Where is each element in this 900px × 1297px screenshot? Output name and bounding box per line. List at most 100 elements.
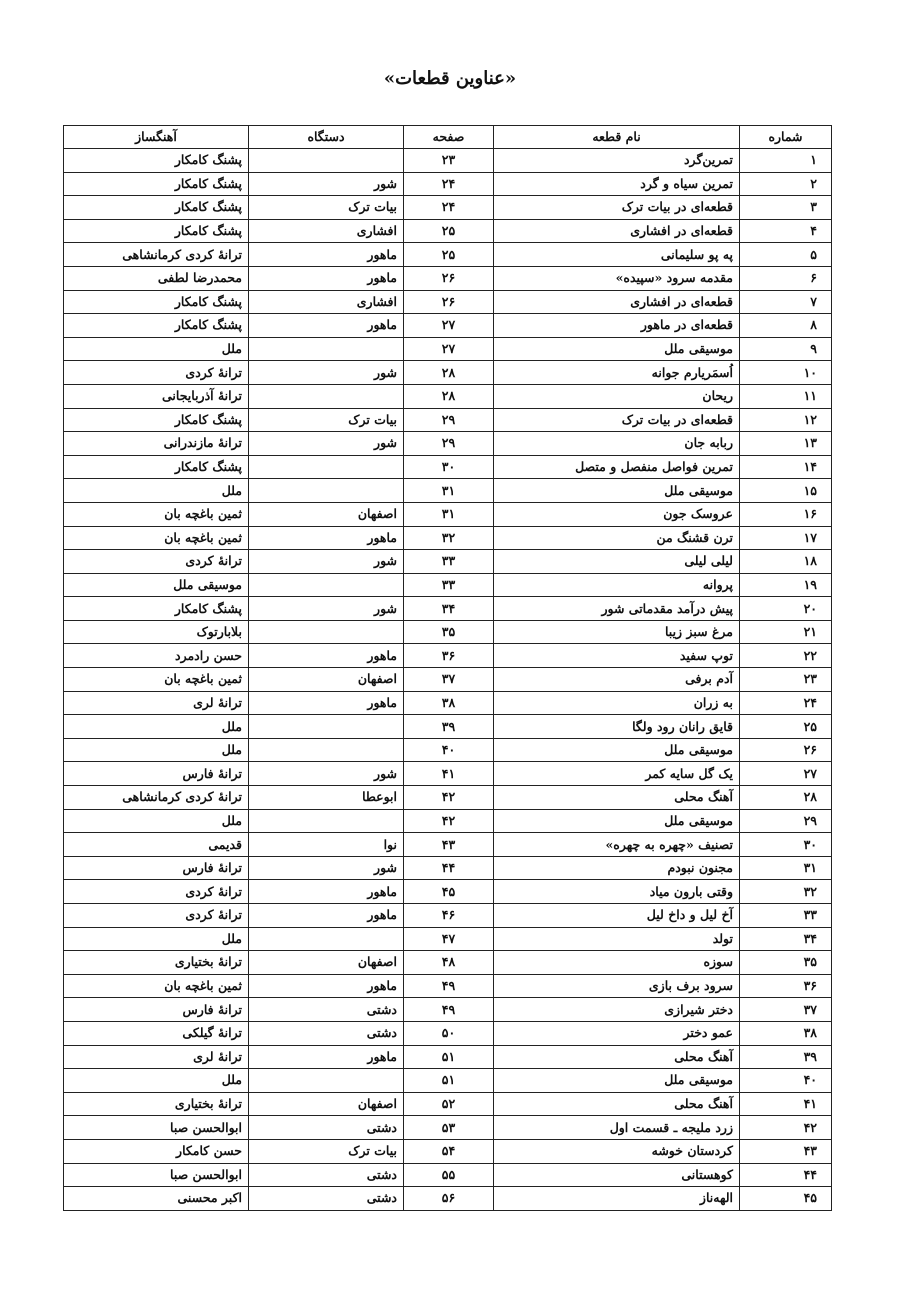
cell-num: ۲۷ bbox=[739, 761, 832, 787]
cell-num: ۳۵ bbox=[739, 950, 832, 975]
cell-page: ۳۷ bbox=[403, 667, 494, 692]
header-dastgah: دستگاه bbox=[248, 125, 404, 149]
cell-name: موسیقی ملل bbox=[493, 1068, 740, 1093]
cell-name: دختر شیرازی bbox=[493, 997, 740, 1022]
table-row: ۲ تمرین سیاه و گرد ۲۴ شور پشنگ کامکار bbox=[63, 171, 832, 197]
table-row: ۳۷ دختر شیرازی ۴۹ دشتی ترانهٔ فارس bbox=[63, 997, 832, 1022]
cell-page: ۴۱ bbox=[403, 761, 494, 787]
cell-name: آخ لیل و داخ لیل bbox=[493, 903, 740, 928]
cell-composer: پشنگ کامکار bbox=[63, 596, 249, 621]
cell-dastgah: ماهور bbox=[248, 525, 404, 551]
cell-page: ۲۷ bbox=[403, 336, 494, 362]
cell-num: ۱۹ bbox=[739, 572, 832, 598]
cell-dastgah: دشتی bbox=[248, 997, 404, 1022]
cell-name: موسیقی ملل bbox=[493, 808, 740, 834]
cell-page: ۲۸ bbox=[403, 383, 494, 409]
cell-page: ۴۸ bbox=[403, 950, 494, 975]
cell-page: ۴۶ bbox=[403, 903, 494, 928]
cell-num: ۳۱ bbox=[739, 855, 832, 881]
cell-name: موسیقی ملل bbox=[493, 336, 740, 362]
cell-num: ۳۸ bbox=[739, 1020, 832, 1046]
cell-name: الهه‌ناز bbox=[493, 1186, 740, 1211]
table-row: ۱۹ پروانه ۳۳ موسیقی ملل bbox=[63, 572, 832, 598]
cell-composer: ثمین باغچه بان bbox=[63, 667, 249, 692]
table-row: ۴۵ الهه‌ناز ۵۶ دشتی اکبر محسنی bbox=[63, 1186, 832, 1211]
cell-num: ۲۱ bbox=[739, 619, 832, 645]
table-row: ۱۴ تمرین فواصل منفصل و متصل ۳۰ پشنگ کامکار bbox=[63, 454, 832, 480]
cell-num: ۱۵ bbox=[739, 478, 832, 503]
cell-dastgah: نوا bbox=[248, 832, 404, 857]
table-row: ۲۹ موسیقی ملل ۴۲ ملل bbox=[63, 808, 832, 834]
cell-page: ۳۸ bbox=[403, 690, 494, 716]
cell-page: ۴۵ bbox=[403, 879, 494, 904]
cell-name: مرغ سبز زیبا bbox=[493, 619, 740, 645]
table-row: ۶ مقدمه سرود «سپیده» ۲۶ ماهور محمدرضا لطفی bbox=[63, 265, 832, 291]
cell-dastgah: افشاری bbox=[248, 289, 404, 315]
cell-composer: حسن کامکار bbox=[63, 1138, 249, 1164]
cell-page: ۵۶ bbox=[403, 1186, 494, 1211]
table-row: ۱۱ ریحان ۲۸ ترانهٔ آذربایجانی bbox=[63, 383, 832, 409]
cell-page: ۳۳ bbox=[403, 572, 494, 598]
cell-name: آهنگ محلی bbox=[493, 1091, 740, 1117]
table-body: ۱ تمرین‌گرد ۲۳ پشنگ کامکار ۲ تمرین سیاه و گرد… bbox=[63, 148, 832, 1211]
header-row: شماره نام قطعه صفحه دستگاه آهنگساز bbox=[63, 125, 832, 149]
cell-composer: ترانهٔ مازندرانی bbox=[63, 431, 249, 456]
cell-num: ۴۱ bbox=[739, 1091, 832, 1117]
cell-num: ۴ bbox=[739, 218, 832, 244]
cell-dastgah bbox=[248, 454, 404, 480]
cell-page: ۵۳ bbox=[403, 1115, 494, 1140]
cell-dastgah: ماهور bbox=[248, 643, 404, 669]
cell-dastgah: شور bbox=[248, 431, 404, 456]
cell-name: تولد bbox=[493, 926, 740, 952]
cell-num: ۴۳ bbox=[739, 1138, 832, 1164]
cell-num: ۱۶ bbox=[739, 501, 832, 527]
cell-num: ۵ bbox=[739, 242, 832, 267]
cell-dastgah bbox=[248, 478, 404, 503]
cell-dastgah: شور bbox=[248, 360, 404, 385]
cell-name: لیلی لیلی bbox=[493, 549, 740, 574]
cell-num: ۴۲ bbox=[739, 1115, 832, 1140]
cell-dastgah: بیات ترک bbox=[248, 1138, 404, 1164]
cell-name: موسیقی ملل bbox=[493, 737, 740, 763]
cell-dastgah: شور bbox=[248, 171, 404, 197]
cell-composer: پشنگ کامکار bbox=[63, 289, 249, 315]
cell-name: عروسک جون bbox=[493, 501, 740, 527]
cell-num: ۳۲ bbox=[739, 879, 832, 904]
cell-composer: موسیقی ملل bbox=[63, 572, 249, 598]
cell-num: ۱۱ bbox=[739, 383, 832, 409]
cell-dastgah: ماهور bbox=[248, 879, 404, 904]
cell-num: ۱۰ bbox=[739, 360, 832, 385]
table-row: ۱۵ موسیقی ملل ۳۱ ملل bbox=[63, 478, 832, 503]
cell-name: مقدمه سرود «سپیده» bbox=[493, 265, 740, 291]
cell-page: ۲۶ bbox=[403, 265, 494, 291]
table-row: ۳۸ عمو دختر ۵۰ دشتی ترانهٔ گیلکی bbox=[63, 1020, 832, 1046]
cell-name: قایق رانان رود ولگا bbox=[493, 714, 740, 739]
cell-name: تمرین‌گرد bbox=[493, 148, 740, 173]
cell-name: اُسمَریارم جوانه bbox=[493, 360, 740, 385]
cell-name: ربابه جان bbox=[493, 431, 740, 456]
cell-dastgah: دشتی bbox=[248, 1020, 404, 1046]
header-page: صفحه bbox=[403, 125, 494, 149]
table-row: ۲۶ موسیقی ملل ۴۰ ملل bbox=[63, 737, 832, 763]
cell-name: سوزه bbox=[493, 950, 740, 975]
cell-name: کوهستانی bbox=[493, 1162, 740, 1188]
cell-dastgah: دشتی bbox=[248, 1115, 404, 1140]
cell-composer: ملل bbox=[63, 478, 249, 503]
cell-name: قطعه‌ای در افشاری bbox=[493, 218, 740, 244]
cell-page: ۲۵ bbox=[403, 218, 494, 244]
cell-name: پروانه bbox=[493, 572, 740, 598]
header-composer: آهنگساز bbox=[63, 125, 249, 149]
cell-dastgah: بیات ترک bbox=[248, 407, 404, 433]
cell-page: ۲۳ bbox=[403, 148, 494, 173]
table-row: ۲۷ یک گل سایه کمر ۴۱ شور ترانهٔ فارس bbox=[63, 761, 832, 787]
cell-dastgah: شور bbox=[248, 761, 404, 787]
cell-name: پیش درآمد مقدماتی شور bbox=[493, 596, 740, 621]
cell-num: ۳۰ bbox=[739, 832, 832, 857]
cell-name: کردستان خوشه bbox=[493, 1138, 740, 1164]
cell-composer: ترانهٔ بختیاری bbox=[63, 950, 249, 975]
cell-dastgah: اصفهان bbox=[248, 950, 404, 975]
table-row: ۳۲ وقتی بارون میاد ۴۵ ماهور ترانهٔ کردی bbox=[63, 879, 832, 904]
cell-num: ۳۷ bbox=[739, 997, 832, 1022]
table-row: ۴۱ آهنگ محلی ۵۲ اصفهان ترانهٔ بختیاری bbox=[63, 1091, 832, 1117]
cell-dastgah bbox=[248, 619, 404, 645]
